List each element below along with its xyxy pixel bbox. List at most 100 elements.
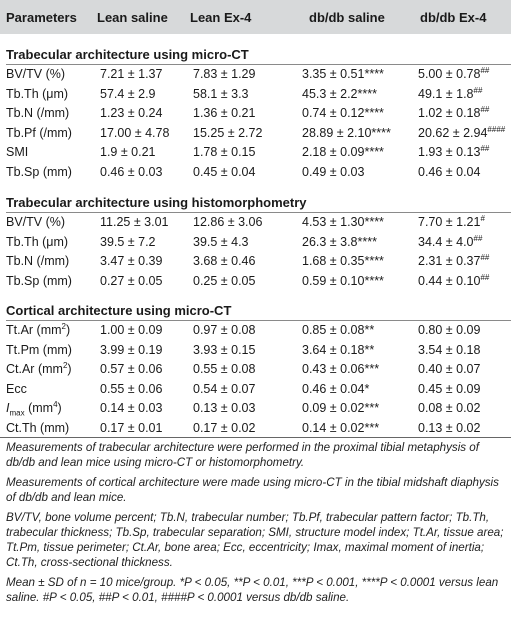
cell-db-ex4: 5.00 ± 0.78## [418,65,490,81]
cell-value: 39.5 ± 4.3 [193,234,249,249]
cell-value: 0.14 ± 0.03 [100,401,163,416]
cell-db-ex4: 3.54 ± 0.18 [418,343,480,357]
header-lean-ex4: Lean Ex-4 [190,10,252,25]
cell-value: 0.97 ± 0.08 [193,323,256,337]
parameter-part: 2 [62,361,68,371]
footnote-abbreviations: BV/TV, bone volume percent; Tb.N, trabec… [6,511,504,569]
cell-db-ex4: 7.70 ± 1.21# [418,214,485,229]
cell-db-saline: 3.64 ± 0.18** [302,343,374,357]
row-parameter: Ecc [6,382,27,396]
header-db-saline: db/db saline [309,10,385,25]
cell-value: 0.57 ± 0.06 [100,362,163,377]
parameter-part: Tb.Th (μm) [6,234,69,249]
cell-db-ex4: 2.31 ± 0.37## [418,254,489,269]
section-title: Cortical architecture using micro-CT [6,303,232,318]
cell-db-ex4: 1.02 ± 0.18## [418,106,489,121]
table-row: Imax (mm4) 0.14 ± 0.03 0.13 ± 0.03 0.09 ± 0… [0,401,511,421]
table-row: Tb.Sp (mm) 0.27 ± 0.05 0.25 ± 0.05 0.59 ± 0… [0,273,511,294]
significance-marker: #### [487,124,506,134]
significance-marker: ## [480,65,490,75]
cell-value: 0.46 ± 0.03 [100,165,163,179]
cell-lean-saline: 57.4 ± 2.9 [100,87,156,101]
cell-value: 34.4 ± 4.0 [418,234,474,249]
footnote-statistics: Mean ± SD of n = 10 mice/group. *P < 0.0… [6,576,499,604]
table-bottom-rule [0,437,511,438]
cell-value: 17.00 ± 4.78 [100,125,170,140]
cell-value: 0.13 ± 0.03 [193,401,256,416]
cell-db-saline: 0.59 ± 0.10**** [302,274,384,288]
row-parameter: Tb.Th (μm) [6,87,68,101]
cell-lean-ex4: 3.93 ± 0.15 [193,343,255,357]
cell-value: 0.14 ± 0.02*** [302,421,380,435]
cell-db-ex4: 0.08 ± 0.02 [418,401,480,415]
section-rule [6,212,511,213]
cell-db-saline: 0.49 ± 0.03 [302,165,364,179]
cell-value: 4.53 ± 1.30**** [302,215,384,229]
row-parameter: Tb.Sp (mm) [6,274,72,288]
cell-value: 0.08 ± 0.02 [418,401,481,416]
parameter-part: 2 [61,321,66,331]
parameter-part: BV/TV (%) [6,215,66,229]
parameter-part: Tt.Ar (mm [6,323,62,337]
cell-value: 3.54 ± 0.18 [418,342,481,357]
parameter-part: Ecc [6,381,27,396]
cell-db-saline: 0.46 ± 0.04* [302,382,369,396]
cell-lean-ex4: 0.55 ± 0.08 [193,362,255,376]
cell-value: 20.62 ± 2.94 [418,125,488,140]
cell-lean-saline: 1.23 ± 0.24 [100,106,162,120]
row-parameter: Tb.N (/mm) [6,254,69,268]
table-row: Tb.Th (μm) 39.5 ± 7.2 39.5 ± 4.3 26.3 ± 3.8… [0,234,511,255]
cell-lean-ex4: 58.1 ± 3.3 [193,87,249,101]
row-parameter: Ct.Ar (mm2) [6,361,72,377]
cell-value: 1.78 ± 0.15 [193,145,256,160]
cell-lean-saline: 3.99 ± 0.19 [100,343,162,357]
cell-lean-ex4: 0.13 ± 0.03 [193,401,255,415]
parameter-part: Ct.Ar (mm [6,362,63,377]
table-row: BV/TV (%) 11.25 ± 3.01 12.86 ± 3.06 4.53 ± … [0,214,511,235]
cell-value: 1.23 ± 0.24 [100,106,163,121]
section-rule [6,64,511,65]
cell-value: 2.31 ± 0.37 [418,254,481,269]
table-footnotes: Measurements of trabecular architecture … [6,440,506,610]
cell-value: 39.5 ± 7.2 [100,234,156,249]
cell-lean-ex4: 0.97 ± 0.08 [193,323,255,337]
cell-value: 0.59 ± 0.10**** [302,273,384,288]
cell-value: 45.3 ± 2.2**** [302,86,377,101]
cell-db-ex4: 0.40 ± 0.07 [418,362,480,376]
row-parameter: Tt.Ar (mm2) [6,321,70,337]
parameter-part: ) [57,401,62,416]
cell-lean-ex4: 15.25 ± 2.72 [193,126,262,140]
cell-value: 1.68 ± 0.35**** [302,254,384,269]
row-parameter: Ct.Th (mm) [6,421,69,435]
section-title: Trabecular architecture using micro-CT [6,47,249,62]
cell-db-saline: 28.89 ± 2.10**** [302,126,391,140]
cell-lean-ex4: 3.68 ± 0.46 [193,254,255,268]
cell-value: 7.83 ± 1.29 [193,67,256,81]
cell-lean-ex4: 7.83 ± 1.29 [193,67,255,81]
cell-value: 5.00 ± 0.78 [418,67,481,81]
cell-value: 3.64 ± 0.18** [302,342,375,357]
cell-db-ex4: 49.1 ± 1.8## [418,86,482,101]
cell-db-saline: 0.43 ± 0.06*** [302,362,379,376]
table-row: Tb.Pf (/mm) 17.00 ± 4.78 15.25 ± 2.72 28.89… [0,124,511,146]
cell-db-ex4: 20.62 ± 2.94#### [418,124,506,140]
table-row: Tb.Th (μm) 57.4 ± 2.9 58.1 ± 3.3 45.3 ± 2.2… [0,86,511,107]
table-row: Ct.Ar (mm2) 0.57 ± 0.06 0.55 ± 0.08 0.43 ± … [0,362,511,382]
cell-db-ex4: 0.45 ± 0.09 [418,382,480,396]
table-row: SMI 1.9 ± 0.21 1.78 ± 0.15 2.18 ± 0.09**** 1… [0,145,511,165]
header-lean-saline: Lean saline [97,10,168,25]
cell-db-saline: 0.74 ± 0.12**** [302,106,384,120]
significance-marker: ## [480,144,490,154]
cell-value: 49.1 ± 1.8 [418,86,474,101]
cell-db-saline: 0.09 ± 0.02*** [302,401,379,415]
cell-value: 1.36 ± 0.21 [193,106,256,121]
row-parameter: Tb.N (/mm) [6,106,69,120]
cell-value: 0.13 ± 0.02 [418,421,481,435]
cell-value: 0.85 ± 0.08** [302,323,375,337]
cell-db-saline: 26.3 ± 3.8**** [302,235,377,249]
cell-value: 3.68 ± 0.46 [193,254,256,269]
cell-lean-saline: 3.47 ± 0.39 [100,254,162,268]
parameter-part: Tb.N (/mm) [6,106,70,121]
cell-db-ex4: 0.44 ± 0.10## [418,273,489,288]
cell-lean-saline: 0.55 ± 0.06 [100,382,162,396]
